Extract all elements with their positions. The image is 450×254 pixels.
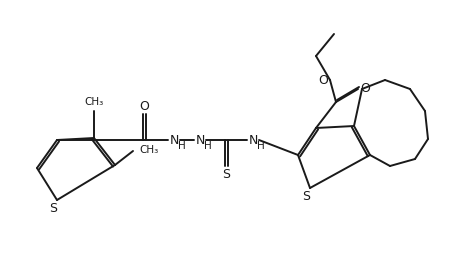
Text: O: O xyxy=(139,100,149,113)
Text: O: O xyxy=(360,83,370,96)
Text: O: O xyxy=(318,73,328,87)
Text: H: H xyxy=(204,141,212,151)
Text: S: S xyxy=(302,189,310,202)
Text: CH₃: CH₃ xyxy=(85,97,104,107)
Text: S: S xyxy=(49,201,57,214)
Text: N: N xyxy=(195,134,205,147)
Text: H: H xyxy=(178,141,186,151)
Text: S: S xyxy=(222,167,230,181)
Text: H: H xyxy=(257,141,265,151)
Text: N: N xyxy=(248,134,258,147)
Text: N: N xyxy=(169,134,179,147)
Text: CH₃: CH₃ xyxy=(140,145,158,155)
